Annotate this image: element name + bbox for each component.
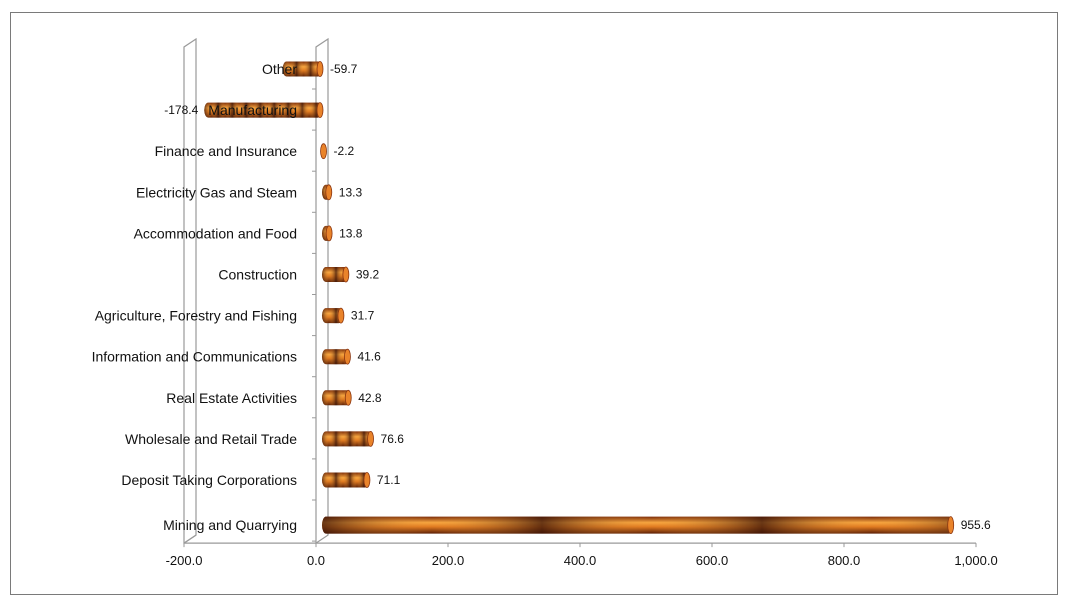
data-label: 31.7 [351,309,375,323]
data-label: 76.6 [381,432,405,446]
x-tick-label: 0.0 [307,553,325,568]
category-label: Other [262,61,297,77]
chart-frame: -200.0 0.0 200.0 400.0 600.0 800.0 1,000.0 Othe… [10,12,1058,595]
category-label: Mining and Quarrying [163,517,297,533]
x-tick-label: 600.0 [696,553,729,568]
data-label: -2.2 [334,144,355,158]
bar [322,267,349,282]
category-label: Construction [218,267,297,283]
data-label: 71.1 [377,473,401,487]
bar [322,431,374,446]
category-label: Wholesale and Retail Trade [125,431,297,447]
floor-edge [184,535,196,543]
category-label: Agriculture, Forestry and Fishing [95,308,297,324]
bar [322,349,350,364]
data-label: 39.2 [356,268,380,282]
bar [322,473,370,488]
data-label: 41.6 [357,350,381,364]
x-tick-label: 400.0 [564,553,597,568]
category-label: Accommodation and Food [134,225,297,241]
bar [322,185,332,200]
bar [321,144,327,159]
bar [322,517,954,534]
bar-chart: -200.0 0.0 200.0 400.0 600.0 800.0 1,000.0 Othe… [11,13,1059,596]
x-tick-label: -200.0 [166,553,203,568]
category-label: Electricity Gas and Steam [136,184,297,200]
data-label: -178.4 [164,103,198,117]
category-label: Deposit Taking Corporations [121,472,297,488]
data-label: 13.8 [339,226,363,240]
x-tick-label: 1,000.0 [954,553,997,568]
data-label: 955.6 [961,518,991,532]
bar [322,226,332,241]
x-tick-label: 200.0 [432,553,465,568]
data-label: 13.3 [339,185,363,199]
data-label: -59.7 [330,62,358,76]
category-label: Manufacturing [208,102,297,118]
bar [322,308,344,323]
category-label: Real Estate Activities [166,390,297,406]
bar [322,390,351,405]
category-label: Finance and Insurance [155,143,298,159]
data-label: 42.8 [358,391,382,405]
category-label: Information and Communications [92,349,297,365]
x-tick-label: 800.0 [828,553,861,568]
